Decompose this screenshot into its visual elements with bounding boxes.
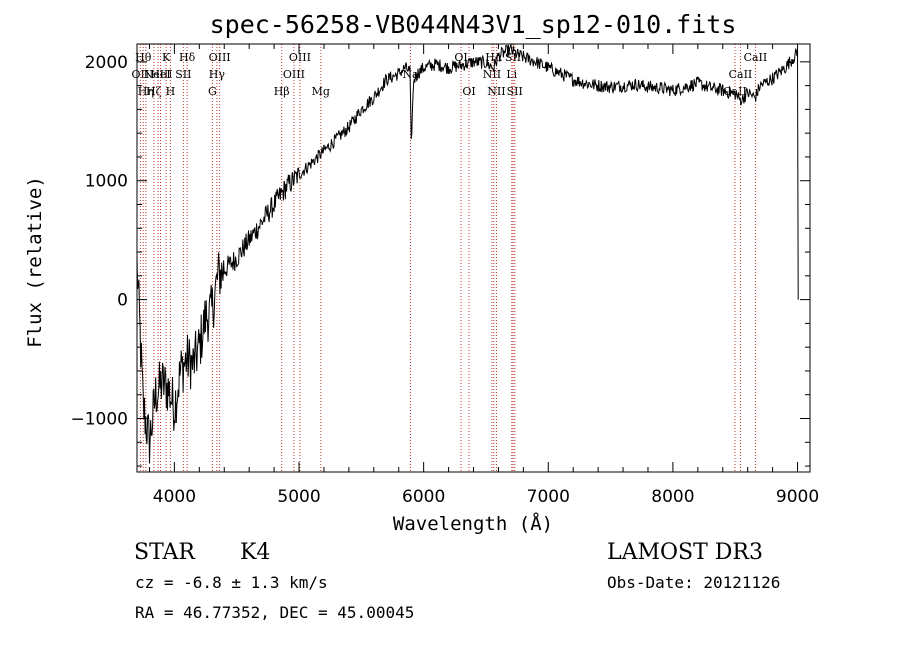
line-label: OIII	[283, 68, 305, 81]
axes: 4000 5000 6000 7000 8000 9000 −1000 0 1000 2000	[70, 44, 819, 507]
line-label: Hη	[138, 85, 154, 98]
line-label: NeIII	[143, 68, 172, 81]
y-tick-label: 2000	[85, 53, 128, 73]
line-label: NII	[487, 85, 505, 98]
x-tick-label: 9000	[776, 487, 819, 507]
line-label: Hδ	[179, 51, 196, 64]
line-label: HeI	[150, 68, 170, 81]
plot-frame	[136, 43, 811, 473]
spectrum-series	[136, 42, 799, 464]
line-label: SII	[175, 68, 191, 81]
line-label: K	[162, 51, 171, 64]
spectrum-line	[136, 42, 799, 464]
line-label: CaII	[729, 68, 753, 81]
y-tick-label: −1000	[70, 410, 128, 430]
line-label: OI	[462, 85, 475, 98]
x-tick-label: 5000	[277, 487, 320, 507]
object-subclass: K4	[240, 540, 271, 565]
line-label: Hγ	[209, 68, 226, 81]
line-label: Mg	[312, 85, 330, 98]
y-axis-label: Flux (relative)	[24, 176, 46, 348]
x-tick-label: 8000	[651, 487, 694, 507]
line-label: OI	[454, 51, 467, 64]
x-tick-label: 6000	[402, 487, 445, 507]
line-label: NII	[483, 68, 501, 81]
line-label: G	[208, 85, 217, 98]
line-label: OII	[132, 68, 150, 81]
line-label: Li	[506, 68, 517, 81]
line-label: H	[166, 85, 176, 98]
x-axis-label: Wavelength (Å)	[393, 512, 553, 535]
line-label: OIII	[209, 51, 231, 64]
x-tick-label: 7000	[527, 487, 570, 507]
line-label: CaII	[744, 51, 768, 64]
redshift-value: cz = -6.8 ± 1.3 km/s	[135, 573, 328, 592]
line-label: SII	[507, 85, 523, 98]
line-label: Hβ	[274, 85, 290, 98]
chart-title: spec-56258-VB044N43V1_sp12-010.fits	[210, 10, 737, 39]
survey-name: LAMOST DR3	[607, 540, 763, 565]
obs-date: Obs-Date: 20121126	[607, 573, 781, 592]
y-tick-label: 1000	[85, 172, 128, 192]
line-label: OIII	[289, 51, 311, 64]
object-class: STAR	[134, 540, 195, 565]
y-tick-label: 0	[117, 291, 128, 311]
x-tick-label: 4000	[153, 487, 196, 507]
line-label: Hζ	[146, 85, 162, 98]
coordinates: RA = 46.77352, DEC = 45.00045	[135, 603, 415, 622]
line-label: Hθ	[135, 51, 152, 64]
